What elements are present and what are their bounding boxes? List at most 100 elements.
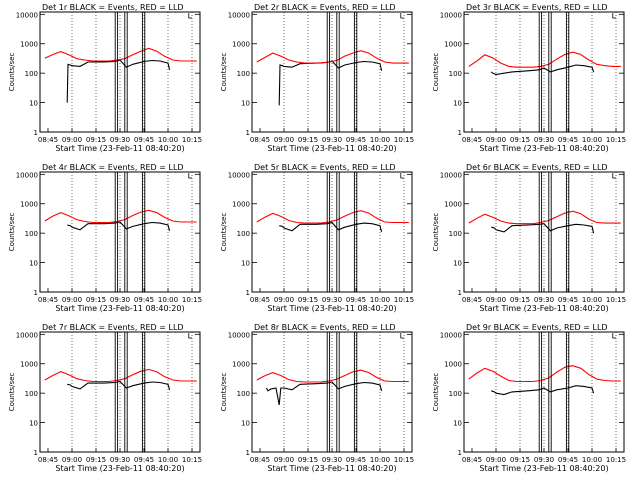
y-tick-label: 1 (458, 449, 462, 457)
x-tick-label: 10:00 (370, 296, 390, 304)
x-tick-label: 09:30 (110, 296, 130, 304)
y-tick-label: 10000 (16, 331, 38, 339)
series-events-line (67, 221, 171, 231)
x-tick-label: 09:15 (510, 456, 530, 464)
y-axis-label: Counts/sec (220, 373, 228, 412)
y-tick-label: 100 (25, 390, 38, 398)
y-tick-label: 1 (34, 129, 38, 137)
x-tick-label: 10:15 (394, 456, 414, 464)
panel-title: Det 4r BLACK = Events, RED = LLD (42, 163, 184, 172)
x-tick-label: 10:00 (158, 296, 178, 304)
series-lld-line (468, 51, 621, 68)
x-tick-label: 09:45 (134, 296, 154, 304)
y-tick-label: 10 (453, 260, 462, 268)
state-marker (336, 331, 340, 453)
state-marker (114, 11, 119, 133)
panel-title: Det 3r BLACK = Events, RED = LLD (466, 3, 608, 12)
state-marker (548, 11, 552, 133)
y-tick-label: 10 (241, 420, 250, 428)
x-tick-label: 10:15 (606, 136, 626, 144)
y-tick-label: 10 (29, 260, 38, 268)
x-tick-label: 09:15 (298, 136, 318, 144)
x-tick-label: 09:15 (86, 456, 106, 464)
state-marker (538, 11, 543, 133)
series-events-line (66, 59, 171, 103)
series-lld-line (44, 209, 197, 224)
panel-title: Det 6r BLACK = Events, RED = LLD (466, 163, 608, 172)
series-lld-line (256, 50, 409, 64)
y-tick-label: 1 (34, 449, 38, 457)
y-tick-label: 1000 (20, 201, 38, 209)
x-tick-label: 09:30 (534, 296, 554, 304)
x-tick-label: 09:15 (510, 136, 530, 144)
x-tick-label: 08:45 (462, 296, 482, 304)
state-marker (114, 331, 119, 453)
corner-marker (400, 173, 404, 179)
series-lld-line (256, 210, 409, 224)
state-marker (353, 11, 358, 133)
state-marker (548, 171, 552, 293)
x-tick-label: 09:30 (110, 136, 130, 144)
x-tick-label: 08:45 (462, 456, 482, 464)
x-axis-label: Start Time (23-Feb-11 08:40:20) (267, 304, 396, 313)
state-marker (326, 331, 331, 453)
x-axis-label: Start Time (23-Feb-11 08:40:20) (479, 304, 608, 313)
x-tick-label: 10:00 (370, 136, 390, 144)
state-marker (353, 171, 358, 293)
x-tick-label: 10:15 (394, 136, 414, 144)
series-events-line (67, 380, 171, 390)
x-tick-label: 08:45 (38, 456, 58, 464)
x-tick-label: 08:45 (38, 296, 58, 304)
x-tick-label: 09:30 (110, 456, 130, 464)
y-tick-label: 100 (25, 70, 38, 78)
panel-title: Det 2r BLACK = Events, RED = LLD (254, 3, 396, 12)
x-tick-label: 09:30 (322, 296, 342, 304)
state-marker (565, 171, 570, 293)
x-tick-label: 09:30 (322, 456, 342, 464)
y-tick-label: 10000 (16, 171, 38, 179)
x-tick-label: 09:00 (486, 136, 506, 144)
x-tick-label: 09:45 (134, 456, 154, 464)
detector-panel-6: Det 6r BLACK = Events, RED = LLD 08:45 09:… (432, 163, 626, 313)
y-tick-label: 10000 (440, 11, 462, 19)
panel-title: Det 8r BLACK = Events, RED = LLD (254, 323, 396, 332)
y-tick-label: 10000 (440, 331, 462, 339)
y-axis-label: Counts/sec (220, 53, 228, 92)
detector-panel-4: Det 4r BLACK = Events, RED = LLD 08:45 09:… (8, 163, 202, 313)
x-axis-label: Start Time (23-Feb-11 08:40:20) (479, 464, 608, 473)
x-axis-label: Start Time (23-Feb-11 08:40:20) (55, 304, 184, 313)
y-tick-label: 100 (449, 230, 462, 238)
y-tick-label: 10 (241, 260, 250, 268)
x-axis-label: Start Time (23-Feb-11 08:40:20) (55, 144, 184, 153)
x-tick-label: 10:15 (606, 456, 626, 464)
y-tick-label: 1000 (20, 361, 38, 369)
x-tick-label: 09:45 (558, 296, 578, 304)
x-tick-label: 10:00 (370, 456, 390, 464)
state-marker (353, 331, 358, 453)
x-tick-label: 10:00 (582, 456, 602, 464)
corner-marker (400, 333, 404, 339)
series-lld-line (468, 210, 621, 225)
panel-title: Det 9r BLACK = Events, RED = LLD (466, 323, 608, 332)
y-tick-label: 1000 (232, 201, 250, 209)
y-tick-label: 10000 (228, 331, 250, 339)
x-tick-label: 09:15 (86, 296, 106, 304)
x-tick-label: 10:00 (582, 136, 602, 144)
x-tick-label: 09:45 (558, 456, 578, 464)
x-tick-label: 08:45 (462, 136, 482, 144)
y-tick-label: 1000 (232, 361, 250, 369)
y-tick-label: 1000 (444, 361, 462, 369)
y-tick-label: 100 (237, 70, 250, 78)
y-tick-label: 10 (453, 100, 462, 108)
corner-marker (188, 173, 192, 179)
x-tick-label: 10:15 (182, 136, 202, 144)
y-tick-label: 10 (29, 100, 38, 108)
panel-title: Det 5r BLACK = Events, RED = LLD (254, 163, 396, 172)
detector-panel-8: Det 8r BLACK = Events, RED = LLD 08:45 09:… (220, 323, 414, 473)
series-lld-line (44, 47, 197, 62)
state-marker (326, 11, 331, 133)
x-tick-label: 08:45 (250, 136, 270, 144)
state-marker (336, 11, 340, 133)
